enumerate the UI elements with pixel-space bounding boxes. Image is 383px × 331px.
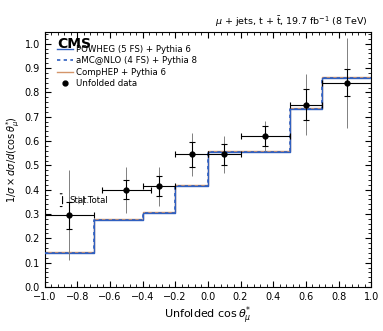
Text: CMS: CMS (58, 37, 92, 51)
Y-axis label: $1/ \sigma \times d\sigma / d(\cos\theta^{*}_{\mu})$: $1/ \sigma \times d\sigma / d(\cos\theta… (4, 116, 21, 203)
Text: | Total: | Total (82, 196, 108, 205)
Legend: POWHEG (5 FS) + Pythia 6, aMC@NLO (4 FS) + Pythia 8, CompHEP + Pythia 6, Unfolde: POWHEG (5 FS) + Pythia 6, aMC@NLO (4 FS)… (56, 44, 199, 89)
Text: $\mu$ + jets, t + $\bar{\mathrm{t}}$, 19.7 fb$^{-1}$ (8 TeV): $\mu$ + jets, t + $\bar{\mathrm{t}}$, 19… (215, 14, 368, 29)
Text: Stat.: Stat. (69, 196, 89, 205)
X-axis label: Unfolded $\cos\theta^{*}_{\mu}$: Unfolded $\cos\theta^{*}_{\mu}$ (164, 305, 252, 327)
